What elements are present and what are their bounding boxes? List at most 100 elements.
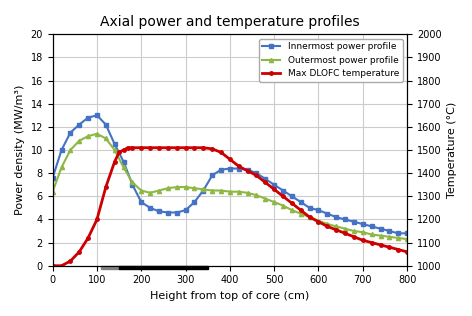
Outermost power profile <box>271 200 277 204</box>
Outermost power profile <box>174 185 179 189</box>
Max DLOFC temperature <box>165 146 171 149</box>
Innermost power profile <box>333 215 339 219</box>
Outermost power profile <box>280 204 286 208</box>
Innermost power profile <box>103 123 109 126</box>
Max DLOFC temperature <box>342 231 348 235</box>
Max DLOFC temperature <box>147 146 153 149</box>
Innermost power profile <box>404 231 410 235</box>
Line: Innermost power profile: Innermost power profile <box>51 113 409 235</box>
Innermost power profile <box>378 227 383 231</box>
Outermost power profile <box>156 189 162 192</box>
Max DLOFC temperature <box>103 185 109 189</box>
Innermost power profile <box>121 160 126 163</box>
Max DLOFC temperature <box>85 236 91 240</box>
Line: Outermost power profile: Outermost power profile <box>51 132 409 241</box>
Max DLOFC temperature <box>316 220 321 224</box>
Innermost power profile <box>396 231 401 235</box>
Outermost power profile <box>387 235 392 239</box>
Max DLOFC temperature <box>116 150 122 154</box>
Max DLOFC temperature <box>378 243 383 247</box>
Max DLOFC temperature <box>156 146 162 149</box>
Max DLOFC temperature <box>262 180 268 184</box>
Max DLOFC temperature <box>50 264 56 268</box>
Max DLOFC temperature <box>289 201 295 205</box>
Outermost power profile <box>130 180 135 184</box>
Outermost power profile <box>209 189 215 192</box>
Innermost power profile <box>307 206 312 210</box>
Innermost power profile <box>165 210 171 214</box>
Innermost power profile <box>201 189 206 192</box>
Innermost power profile <box>351 220 357 224</box>
Outermost power profile <box>369 233 374 236</box>
Outermost power profile <box>245 191 251 195</box>
Outermost power profile <box>67 148 73 152</box>
Outermost power profile <box>307 215 312 219</box>
Innermost power profile <box>271 183 277 187</box>
Innermost power profile <box>316 208 321 212</box>
Max DLOFC temperature <box>121 148 126 152</box>
Innermost power profile <box>298 200 303 204</box>
Outermost power profile <box>121 166 126 169</box>
Title: Axial power and temperature profiles: Axial power and temperature profiles <box>100 15 360 29</box>
Outermost power profile <box>59 166 64 169</box>
Outermost power profile <box>360 230 366 234</box>
Max DLOFC temperature <box>218 150 224 154</box>
Innermost power profile <box>236 167 242 170</box>
Innermost power profile <box>227 167 233 170</box>
Innermost power profile <box>183 208 188 212</box>
Y-axis label: Power density (MW/m³): Power density (MW/m³) <box>15 85 25 215</box>
Innermost power profile <box>245 168 251 172</box>
Max DLOFC temperature <box>209 147 215 151</box>
Bar <box>119 266 208 269</box>
Max DLOFC temperature <box>333 228 339 232</box>
Bar <box>101 266 119 269</box>
Max DLOFC temperature <box>245 169 251 173</box>
Max DLOFC temperature <box>174 146 179 149</box>
Innermost power profile <box>342 217 348 221</box>
Max DLOFC temperature <box>227 157 233 161</box>
Outermost power profile <box>192 186 197 190</box>
Max DLOFC temperature <box>201 146 206 149</box>
Innermost power profile <box>76 123 82 126</box>
Max DLOFC temperature <box>325 224 330 228</box>
Innermost power profile <box>85 116 91 119</box>
Outermost power profile <box>94 132 100 136</box>
Innermost power profile <box>59 148 64 152</box>
Outermost power profile <box>289 208 295 212</box>
Outermost power profile <box>262 197 268 201</box>
Outermost power profile <box>236 190 242 194</box>
Outermost power profile <box>298 212 303 216</box>
Innermost power profile <box>369 224 374 228</box>
Outermost power profile <box>165 186 171 190</box>
Innermost power profile <box>174 210 179 214</box>
Outermost power profile <box>351 229 357 233</box>
Max DLOFC temperature <box>360 238 366 242</box>
X-axis label: Height from top of core (cm): Height from top of core (cm) <box>150 291 310 301</box>
Outermost power profile <box>138 189 144 192</box>
Outermost power profile <box>112 148 118 152</box>
Max DLOFC temperature <box>192 146 197 149</box>
Innermost power profile <box>112 142 118 146</box>
Innermost power profile <box>218 168 224 172</box>
Innermost power profile <box>192 200 197 204</box>
Outermost power profile <box>253 193 259 197</box>
Innermost power profile <box>387 229 392 233</box>
Outermost power profile <box>218 189 224 192</box>
Max DLOFC temperature <box>404 250 410 254</box>
Outermost power profile <box>76 139 82 143</box>
Line: Max DLOFC temperature: Max DLOFC temperature <box>51 146 409 267</box>
Max DLOFC temperature <box>236 164 242 168</box>
Innermost power profile <box>138 200 144 204</box>
Max DLOFC temperature <box>280 194 286 198</box>
Max DLOFC temperature <box>125 146 131 149</box>
Max DLOFC temperature <box>271 187 277 191</box>
Outermost power profile <box>325 222 330 226</box>
Outermost power profile <box>227 190 233 194</box>
Legend: Innermost power profile, Outermost power profile, Max DLOFC temperature: Innermost power profile, Outermost power… <box>259 39 403 82</box>
Outermost power profile <box>183 185 188 189</box>
Max DLOFC temperature <box>369 241 374 245</box>
Innermost power profile <box>67 131 73 135</box>
Max DLOFC temperature <box>67 259 73 263</box>
Max DLOFC temperature <box>76 250 82 254</box>
Max DLOFC temperature <box>396 248 401 252</box>
